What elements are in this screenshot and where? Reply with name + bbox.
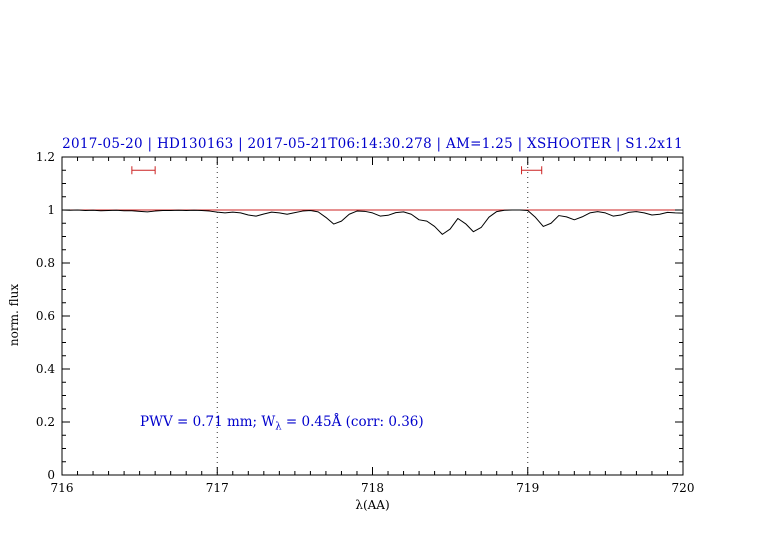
- pwv-annotation-post: = 0.45Å (corr: 0.36): [281, 414, 424, 430]
- y-tick-label: 1: [47, 203, 55, 217]
- x-axis-label: λ(AA): [355, 498, 390, 512]
- pwv-annotation-sub: λ: [275, 421, 282, 433]
- spectrum-line: [61, 209, 684, 235]
- x-tick-label: 716: [51, 481, 74, 495]
- x-tick-label: 717: [206, 481, 229, 495]
- y-tick-label: 1.2: [36, 150, 55, 164]
- y-tick-label: 0: [47, 468, 55, 482]
- y-axis-label: norm. flux: [7, 283, 21, 347]
- y-tick-label: 0.2: [36, 415, 55, 429]
- plot-title: 2017-05-20 | HD130163 | 2017-05-21T06:14…: [62, 136, 683, 152]
- y-tick-label: 0.6: [36, 309, 55, 323]
- x-tick-label: 718: [361, 481, 384, 495]
- pwv-annotation: PWV = 0.71 mm; Wλ = 0.45Å (corr: 0.36): [140, 414, 424, 433]
- y-tick-label: 0.4: [36, 362, 55, 376]
- x-tick-label: 719: [516, 481, 539, 495]
- pwv-annotation-pre: PWV = 0.71 mm; W: [140, 414, 276, 430]
- x-tick-label: 720: [672, 481, 695, 495]
- y-tick-label: 0.8: [36, 256, 55, 270]
